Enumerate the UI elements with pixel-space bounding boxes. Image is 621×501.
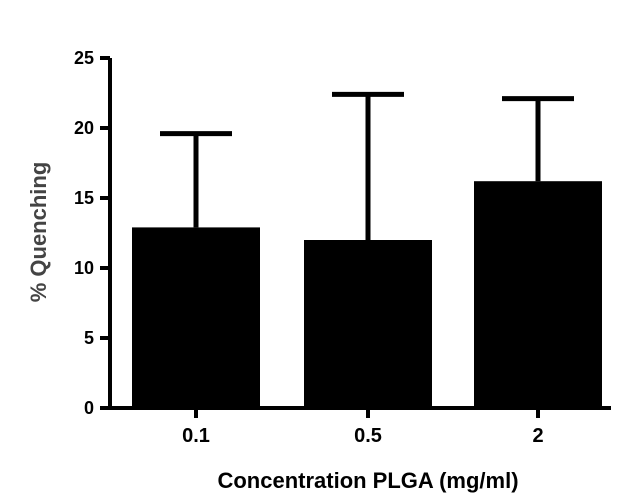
- y-tick-label: 10: [74, 258, 94, 278]
- x-tick-label: 0.5: [354, 425, 382, 447]
- y-tick-label: 25: [74, 48, 94, 68]
- bar: [304, 240, 432, 408]
- y-axis-title: % Quenching: [26, 162, 51, 303]
- x-axis-title: Concentration PLGA (mg/ml): [217, 468, 518, 493]
- error-bars: [160, 91, 574, 240]
- x-tick-label: 0.1: [182, 425, 210, 447]
- bar: [132, 227, 260, 408]
- x-ticks: 0.1 0.5 2: [182, 408, 544, 447]
- y-tick-label: 20: [74, 118, 94, 138]
- x-tick-label: 2: [532, 425, 543, 447]
- y-tick-label: 15: [74, 188, 94, 208]
- y-tick-label: 5: [84, 328, 94, 348]
- y-ticks: 0 5 10 15 20 25: [74, 48, 110, 418]
- x-axis: 0.1 0.5 2: [108, 406, 611, 447]
- y-axis: 0 5 10 15 20 25: [74, 48, 112, 418]
- bars: [132, 181, 602, 408]
- bar: [474, 181, 602, 408]
- y-tick-label: 0: [84, 398, 94, 418]
